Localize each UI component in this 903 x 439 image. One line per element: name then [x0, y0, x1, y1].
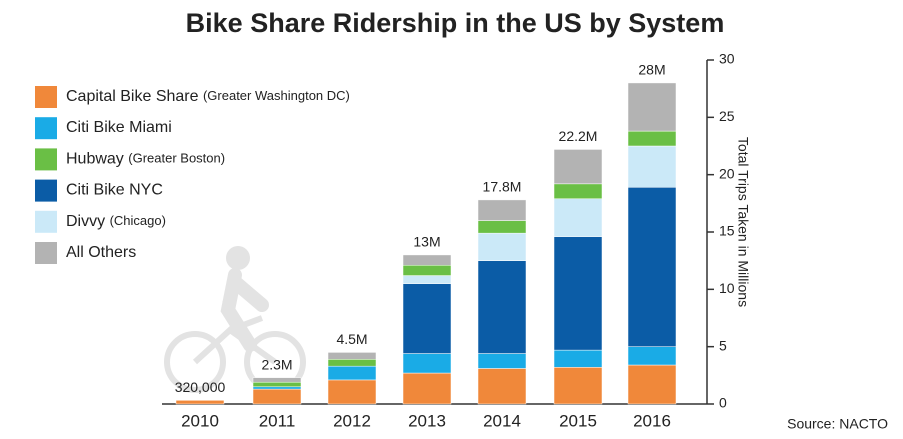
- total-label: 22.2M: [559, 128, 598, 144]
- bar-segment: [553, 149, 603, 185]
- legend-label: Divvy (Chicago): [66, 213, 166, 230]
- bar-segment: [627, 364, 677, 405]
- bar-segment: [252, 381, 302, 388]
- y-tick-label: 20: [719, 165, 735, 181]
- x-tick-label: 2014: [483, 411, 521, 430]
- legend-swatch: [35, 148, 57, 171]
- legend-label: All Others: [66, 244, 136, 261]
- y-tick-label: 10: [719, 280, 735, 296]
- total-label: 13M: [413, 234, 440, 250]
- bar-segment: [252, 377, 302, 383]
- y-axis-label: Total Trips Taken in Millions: [735, 137, 751, 307]
- bar-segment: [477, 220, 527, 234]
- legend-swatch: [35, 242, 57, 264]
- x-tick-label: 2016: [633, 411, 671, 430]
- bar-segment: [553, 367, 603, 405]
- bar-segment: [175, 400, 225, 405]
- bar-segment: [477, 260, 527, 354]
- legend-swatch: [35, 86, 57, 108]
- bar-segment: [627, 145, 677, 188]
- total-label: 28M: [638, 62, 665, 78]
- x-tick-label: 2010: [181, 411, 219, 430]
- legend-note: (Chicago): [110, 213, 166, 228]
- bar-segment: [402, 372, 452, 405]
- bar-segment: [477, 353, 527, 369]
- bar-segment: [402, 254, 452, 266]
- bar-segment: [627, 346, 677, 366]
- bar-segment: [402, 353, 452, 374]
- bar-segment: [553, 236, 603, 351]
- legend-label: Hubway (Greater Boston): [66, 151, 225, 168]
- x-tick-label: 2013: [408, 411, 446, 430]
- legend-label: Citi Bike Miami: [66, 119, 172, 136]
- x-tick-label: 2015: [559, 411, 597, 430]
- bar-segment: [252, 386, 302, 390]
- legend-swatch: [35, 117, 57, 140]
- x-tick-label: 2012: [333, 411, 371, 430]
- legend-name: All Others: [66, 244, 136, 261]
- legend-name: Citi Bike Miami: [66, 119, 172, 136]
- y-tick-label: 15: [719, 223, 735, 239]
- legend-swatch: [35, 179, 57, 202]
- source: Source: NACTO: [787, 416, 888, 432]
- x-tick-label: 2011: [259, 411, 296, 430]
- bar-segment: [402, 265, 452, 276]
- bar-segment: [477, 232, 527, 261]
- bar-segment: [327, 365, 377, 381]
- bar-segment: [402, 275, 452, 284]
- chart-title: Bike Share Ridership in the US by System: [186, 8, 725, 38]
- legend-swatch: [35, 210, 57, 233]
- total-label: 2.3M: [261, 356, 292, 372]
- bar-segment: [553, 198, 603, 237]
- total-label: 17.8M: [483, 179, 522, 195]
- bar-segment: [477, 199, 527, 221]
- bar-segment: [627, 82, 677, 132]
- bar-segment: [327, 359, 377, 367]
- bar-segment: [477, 368, 527, 405]
- total-label: 320,000: [175, 379, 226, 395]
- legend-label: Citi Bike NYC: [66, 182, 163, 199]
- bar-segment: [402, 283, 452, 354]
- bar-segment: [553, 183, 603, 199]
- y-tick-label: 30: [719, 51, 735, 67]
- bar-segment: [627, 130, 677, 147]
- legend-label: Capital Bike Share (Greater Washington D…: [66, 88, 350, 105]
- legend-note: (Greater Washington DC): [203, 88, 350, 103]
- legend-name: Citi Bike NYC: [66, 182, 163, 199]
- bar-segment: [553, 349, 603, 368]
- y-tick-label: 5: [719, 337, 727, 353]
- y-tick-label: 25: [719, 108, 735, 124]
- legend-name: Hubway: [66, 151, 124, 168]
- legend-name: Divvy: [66, 213, 105, 230]
- bar-segment: [252, 388, 302, 405]
- bar-segment: [627, 187, 677, 347]
- y-tick-label: 0: [719, 395, 727, 411]
- legend-name: Capital Bike Share: [66, 88, 199, 105]
- legend-note: (Greater Boston): [128, 151, 225, 166]
- total-label: 4.5M: [336, 331, 367, 347]
- bar-segment: [327, 352, 377, 360]
- bar-segment: [327, 379, 377, 405]
